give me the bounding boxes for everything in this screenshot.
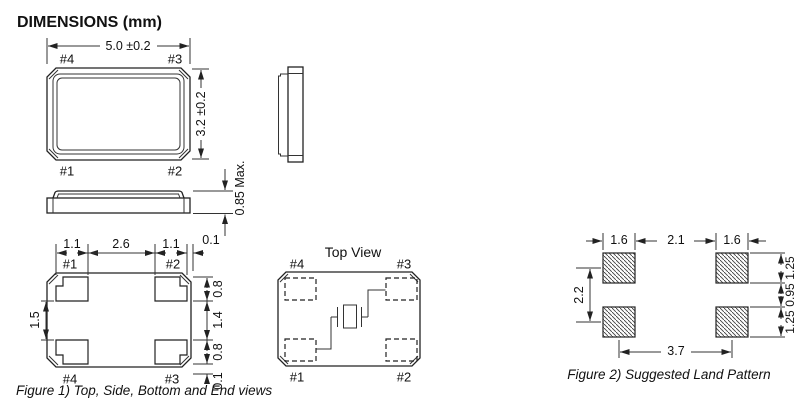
land-pad-tr <box>715 252 749 284</box>
dim-land-1-6b: 1.6 <box>723 233 740 247</box>
front-pin-2: #2 <box>168 164 182 179</box>
front-pin-1: #1 <box>60 164 74 179</box>
dim-land-1-25b: 1.25 <box>783 310 796 334</box>
dim-pad-0-1-top: 0.1 <box>202 233 219 247</box>
topview-pad-1 <box>284 338 317 362</box>
bottom-view: #1 #2 #4 #3 <box>46 257 192 387</box>
front-pin-4: #4 <box>60 52 74 67</box>
dim-pad-1-4: 1.4 <box>211 311 225 328</box>
dim-pad-0-8a: 0.8 <box>211 280 225 297</box>
dim-land-3-7: 3.7 <box>667 344 684 358</box>
topview-pad-4 <box>284 277 317 301</box>
side-view <box>46 190 191 214</box>
dim-package-thickness: 0.85 Max. <box>193 161 247 236</box>
dim-pad-1-5: 1.5 <box>28 311 42 328</box>
bottom-pad-4 <box>55 339 89 365</box>
dim-land-top: 1.6 2.1 1.6 <box>586 233 766 250</box>
end-view <box>278 66 304 163</box>
dim-land-1-25a: 1.25 <box>783 256 796 280</box>
topview-pin-3: #3 <box>397 257 411 272</box>
wire-to-pad-1 <box>316 317 332 350</box>
land-pad-br <box>715 306 749 338</box>
bottom-pin-2: #2 <box>166 257 180 272</box>
dim-land-right: 1.25 0.95 1.25 <box>750 252 796 338</box>
page-title: DIMENSIONS (mm) <box>17 14 162 31</box>
front-view: #4 #3 #1 #2 <box>46 52 191 179</box>
land-pattern: 1.6 2.1 1.6 2.2 1.25 0.95 1.25 <box>567 233 796 382</box>
dim-pad-1-1b: 1.1 <box>162 237 179 251</box>
bottom-pin-1: #1 <box>63 257 77 272</box>
wire-to-pad-3 <box>367 289 386 317</box>
dim-land-1-6a: 1.6 <box>610 233 627 247</box>
dim-bottom-pads-left: 1.5 <box>28 300 54 341</box>
bottom-pad-1 <box>55 276 89 302</box>
front-pin-3: #3 <box>168 52 182 67</box>
land-pad-tl <box>602 252 636 284</box>
dim-pad-0-1-right: 0.1 <box>211 372 225 389</box>
dim-bottom-pads-vertical: 0.8 1.4 0.8 0.1 <box>193 276 225 390</box>
dim-pad-1-1a: 1.1 <box>63 237 80 251</box>
dim-land-0-95: 0.95 <box>783 283 796 307</box>
topview-pad-3 <box>385 277 418 301</box>
dim-height-label: 3.2 ±0.2 <box>194 91 208 136</box>
dim-package-height: 3.2 ±0.2 <box>192 68 209 160</box>
crystal-symbol <box>316 289 386 350</box>
dim-land-left: 2.2 <box>572 267 601 323</box>
dim-thickness-label: 0.85 Max. <box>233 161 247 216</box>
top-view-label: Top View <box>325 244 382 260</box>
dim-pad-0-8b: 0.8 <box>211 343 225 360</box>
land-pad-bl <box>602 306 636 338</box>
dim-width-label: 5.0 ±0.2 <box>105 39 150 53</box>
bottom-pin-4: #4 <box>63 372 77 387</box>
topview-pin-1: #1 <box>290 370 304 385</box>
topview-pad-2 <box>385 338 418 362</box>
bottom-pin-3: #3 <box>165 372 179 387</box>
topview-pin-4: #4 <box>290 257 304 272</box>
internal-top-view: Top View #4 #3 #1 #2 <box>277 244 421 385</box>
dim-bottom-pads-horizontal: 1.1 2.6 1.1 0.1 <box>55 233 220 275</box>
dim-land-2-2: 2.2 <box>572 286 586 303</box>
dim-land-2-1: 2.1 <box>667 233 684 247</box>
figure1-caption: Figure 1) Top, Side, Bottom and End view… <box>16 383 272 398</box>
dim-package-width: 5.0 ±0.2 <box>46 38 191 64</box>
bottom-pad-2 <box>154 276 188 302</box>
topview-pin-2: #2 <box>397 370 411 385</box>
dim-pad-2-6: 2.6 <box>112 237 129 251</box>
bottom-pad-3 <box>154 339 188 365</box>
dim-land-bottom: 3.7 <box>618 340 733 358</box>
figure2-caption: Figure 2) Suggested Land Pattern <box>567 367 770 382</box>
